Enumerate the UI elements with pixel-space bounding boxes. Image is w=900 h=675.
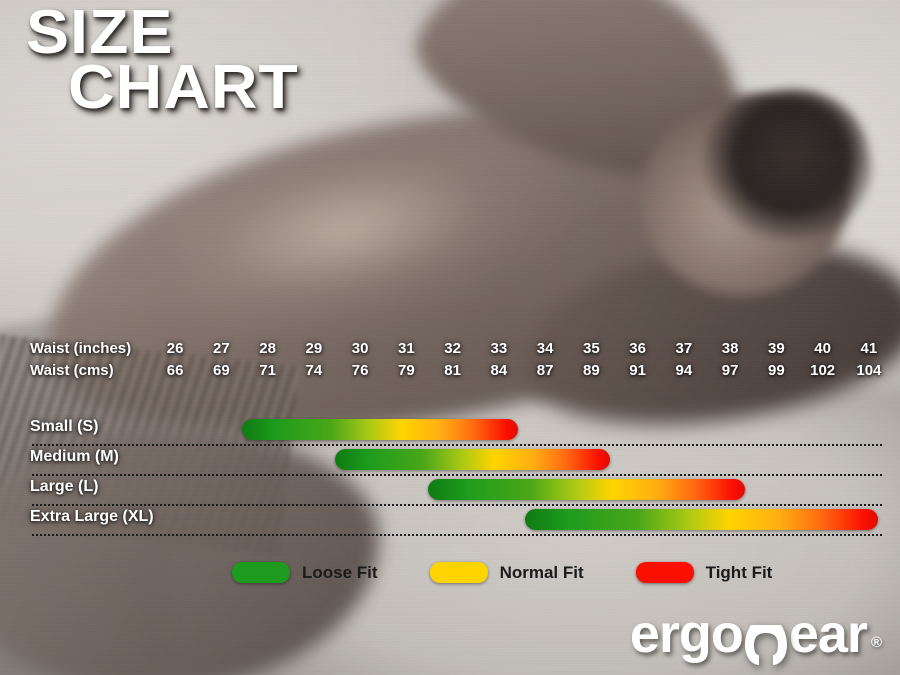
measurement-cell: 29 <box>305 340 323 357</box>
measurement-cell: 87 <box>536 362 554 379</box>
size-row-label: Small (S) <box>30 418 99 435</box>
ergowear-logo: ergo ear ® <box>629 604 882 665</box>
measurement-cell: 35 <box>583 340 600 357</box>
fit-legend: Loose Fit Normal Fit Tight Fit <box>232 562 824 583</box>
size-bar-table: Small (S) Medium (M) Large (L) Extra Large … <box>0 416 900 536</box>
measurement-cell: 99 <box>768 362 785 379</box>
legend-item: Loose Fit <box>232 562 378 583</box>
row-divider <box>32 474 882 476</box>
legend-item: Tight Fit <box>635 562 773 583</box>
size-row: Small (S) <box>0 416 900 446</box>
measurement-cell: 41 <box>860 340 878 357</box>
measurement-cells: 26 27 28 29 30 31 32 33 34 35 36 37 38 39 40 41 <box>152 340 892 357</box>
size-row: Large (L) <box>0 476 900 506</box>
logo-text-ear: ear <box>788 604 868 664</box>
logo-omega-icon <box>743 607 789 665</box>
size-row-label: Medium (M) <box>30 448 119 465</box>
measurement-cell: 89 <box>583 362 600 379</box>
size-fit-bar <box>428 479 745 500</box>
legend-color-swatch <box>429 562 488 583</box>
measurement-cell: 30 <box>351 340 369 357</box>
measurement-cell: 37 <box>675 340 693 357</box>
measurement-cell: 27 <box>213 340 230 357</box>
measurement-row: Waist (inches) 26 27 28 29 30 31 32 33 34 35 36 37 38… <box>0 340 900 362</box>
row-divider <box>32 534 882 536</box>
measurement-cell: 38 <box>721 340 739 357</box>
row-divider <box>32 444 882 446</box>
logo-wordmark: ergo ear <box>629 604 868 665</box>
measurement-cell: 79 <box>398 362 415 379</box>
measurement-cell: 66 <box>166 362 184 379</box>
measurement-cell: 91 <box>629 362 646 379</box>
measurement-cell: 81 <box>444 362 461 379</box>
measurement-cell: 74 <box>305 362 323 379</box>
measurement-row-label: Waist (cms) <box>30 362 114 379</box>
size-fit-bar <box>335 449 610 470</box>
measurement-table: Waist (inches) 26 27 28 29 30 31 32 33 34 35 36 37 38… <box>0 340 900 384</box>
measurement-cell: 34 <box>536 340 554 357</box>
title-line-chart: CHART <box>68 52 299 122</box>
measurement-row: Waist (cms) 66 69 71 74 76 79 81 84 87 89 91 94 97 99 1… <box>0 362 900 384</box>
measurement-cell: 76 <box>351 362 369 379</box>
measurement-cell: 28 <box>259 340 276 357</box>
size-row-label: Large (L) <box>30 478 99 495</box>
legend-label: Loose Fit <box>302 562 378 582</box>
title-line-size: SIZE <box>26 0 174 67</box>
size-row-label: Extra Large (XL) <box>30 508 154 525</box>
size-row: Medium (M) <box>0 446 900 476</box>
measurement-cell: 97 <box>721 362 739 379</box>
measurement-cell: 32 <box>444 340 461 357</box>
measurement-cell: 33 <box>490 340 508 357</box>
logo-text-ergo: ergo <box>629 604 744 664</box>
legend-label: Normal Fit <box>499 562 584 582</box>
legend-color-swatch <box>232 562 290 583</box>
size-fit-bar <box>525 509 878 530</box>
size-row: Extra Large (XL) <box>0 506 900 536</box>
size-fit-bar <box>242 419 518 440</box>
measurement-cells: 66 69 71 74 76 79 81 84 87 89 91 94 97 99 102 104 <box>152 362 892 379</box>
measurement-cell: 31 <box>398 340 415 357</box>
measurement-cell: 94 <box>675 362 693 379</box>
measurement-cell: 26 <box>166 340 184 357</box>
measurement-cell: 84 <box>490 362 508 379</box>
measurement-cell: 36 <box>629 340 646 357</box>
measurement-cell: 104 <box>856 362 882 379</box>
page-title: SIZE CHART <box>26 2 298 119</box>
measurement-cell: 102 <box>810 362 836 379</box>
registered-trademark-icon: ® <box>870 634 882 651</box>
measurement-cell: 71 <box>259 362 276 379</box>
measurement-row-label: Waist (inches) <box>30 340 132 357</box>
legend-label: Tight Fit <box>705 562 773 582</box>
row-divider <box>32 504 882 506</box>
measurement-cell: 69 <box>213 362 230 379</box>
legend-item: Normal Fit <box>429 562 584 583</box>
measurement-cell: 40 <box>814 340 831 357</box>
legend-color-swatch <box>635 562 694 583</box>
measurement-cell: 39 <box>768 340 785 357</box>
